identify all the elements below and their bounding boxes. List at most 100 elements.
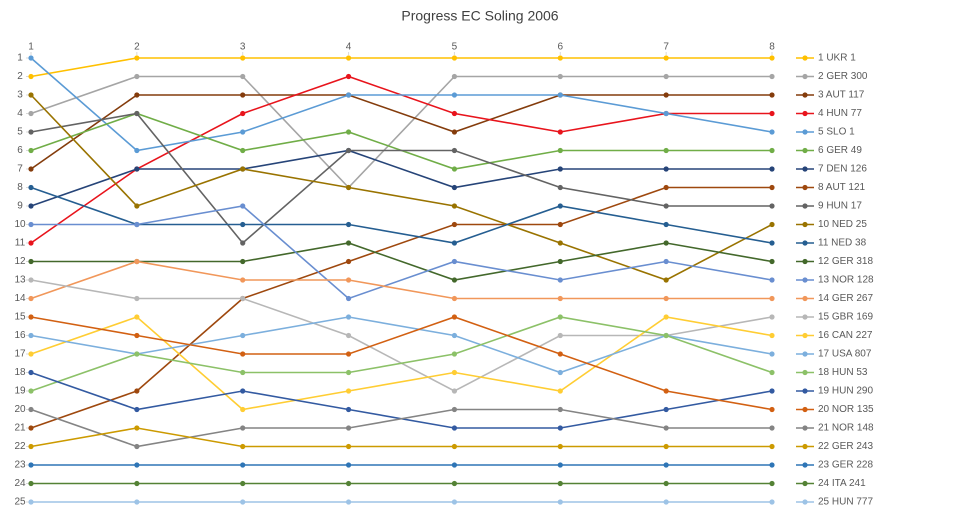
series-marker: [451, 92, 458, 98]
series-marker: [663, 55, 669, 61]
series-marker: [28, 147, 34, 154]
legend-marker: [802, 221, 808, 228]
legend-marker: [802, 277, 808, 283]
series-marker: [769, 110, 775, 117]
legend-marker: [802, 184, 808, 191]
series-marker: [557, 277, 563, 283]
series-marker: [451, 425, 458, 431]
series-marker: [769, 406, 775, 413]
series-marker: [28, 351, 34, 357]
series-marker: [557, 388, 563, 394]
legend-label: 18 HUN 53: [818, 367, 868, 378]
series-marker: [769, 258, 775, 265]
series-marker: [557, 92, 563, 98]
series-marker: [557, 480, 563, 487]
series-marker: [557, 184, 563, 191]
series-marker: [769, 369, 775, 376]
series-marker: [28, 480, 34, 487]
series-marker: [28, 110, 34, 117]
series-marker: [663, 166, 669, 172]
series-marker: [28, 258, 34, 265]
series-marker: [240, 406, 246, 413]
y-tick-label: 22: [14, 441, 26, 452]
series-marker: [28, 295, 34, 302]
series-marker: [557, 499, 563, 505]
series-marker: [345, 147, 352, 154]
series-marker: [240, 425, 246, 431]
y-tick-label: 5: [17, 127, 23, 138]
series-marker: [28, 184, 34, 191]
legend-marker: [802, 443, 808, 450]
series-marker: [28, 203, 34, 209]
legend-label: 5 SLO 1: [818, 127, 855, 138]
y-tick-label: 16: [14, 330, 26, 341]
series-marker: [557, 443, 563, 450]
y-tick-label: 2: [17, 71, 23, 82]
series-marker: [557, 314, 563, 320]
series-line: [30, 112, 772, 245]
series-marker: [345, 129, 352, 135]
series-marker: [663, 110, 669, 117]
legend-marker: [802, 129, 808, 135]
series-line: [30, 57, 773, 152]
series-line: [30, 186, 772, 429]
series-marker: [663, 499, 669, 505]
x-tick-label: 5: [452, 42, 458, 53]
y-tick-label: 9: [17, 201, 23, 212]
series-marker: [663, 388, 669, 394]
x-tick-label: 7: [663, 42, 669, 53]
series-marker: [240, 443, 246, 450]
series-marker: [345, 92, 352, 98]
series-marker: [345, 55, 352, 61]
series-marker: [240, 203, 246, 209]
legend-label: 7 DEN 126: [818, 164, 867, 175]
series-marker: [663, 147, 669, 154]
legend-marker: [802, 314, 808, 320]
series-marker: [134, 295, 140, 302]
series-marker: [769, 184, 775, 191]
series-marker: [451, 184, 458, 191]
series-marker: [451, 110, 458, 117]
series-marker: [28, 221, 34, 228]
series-marker: [345, 351, 352, 357]
chart-title: Progress EC Soling 2006: [401, 8, 558, 24]
series-marker: [134, 425, 140, 431]
series-marker: [345, 221, 352, 228]
series-marker: [451, 147, 458, 154]
series-marker: [240, 480, 246, 487]
series-line: [30, 94, 773, 281]
legend-marker: [802, 110, 808, 117]
series-marker: [345, 480, 352, 487]
series-marker: [240, 92, 246, 98]
series-marker: [557, 166, 563, 172]
y-tick-label: 19: [14, 386, 26, 397]
series-marker: [663, 462, 669, 468]
series-marker: [345, 184, 352, 191]
series-line: [30, 94, 772, 170]
series-marker: [345, 499, 352, 505]
series-marker: [240, 388, 246, 394]
series-marker: [557, 147, 563, 154]
series-marker: [769, 480, 775, 487]
series-marker: [769, 203, 775, 209]
series-line: [30, 316, 773, 392]
series-marker: [134, 258, 140, 265]
series-marker: [134, 166, 140, 172]
series-marker: [769, 240, 775, 246]
series-marker: [240, 240, 246, 246]
series-marker: [769, 425, 775, 431]
series-marker: [28, 166, 34, 172]
series-marker: [451, 462, 458, 468]
legend-label: 19 HUN 290: [818, 386, 873, 397]
series-marker: [134, 110, 140, 117]
legend-marker: [802, 203, 808, 209]
y-tick-label: 8: [17, 182, 23, 193]
series-marker: [28, 129, 34, 135]
legend-label: 8 AUT 121: [818, 182, 866, 193]
series-line: [31, 205, 773, 300]
legend-marker: [802, 240, 808, 246]
series-marker: [240, 110, 246, 117]
legend-label: 23 GER 228: [818, 460, 873, 471]
